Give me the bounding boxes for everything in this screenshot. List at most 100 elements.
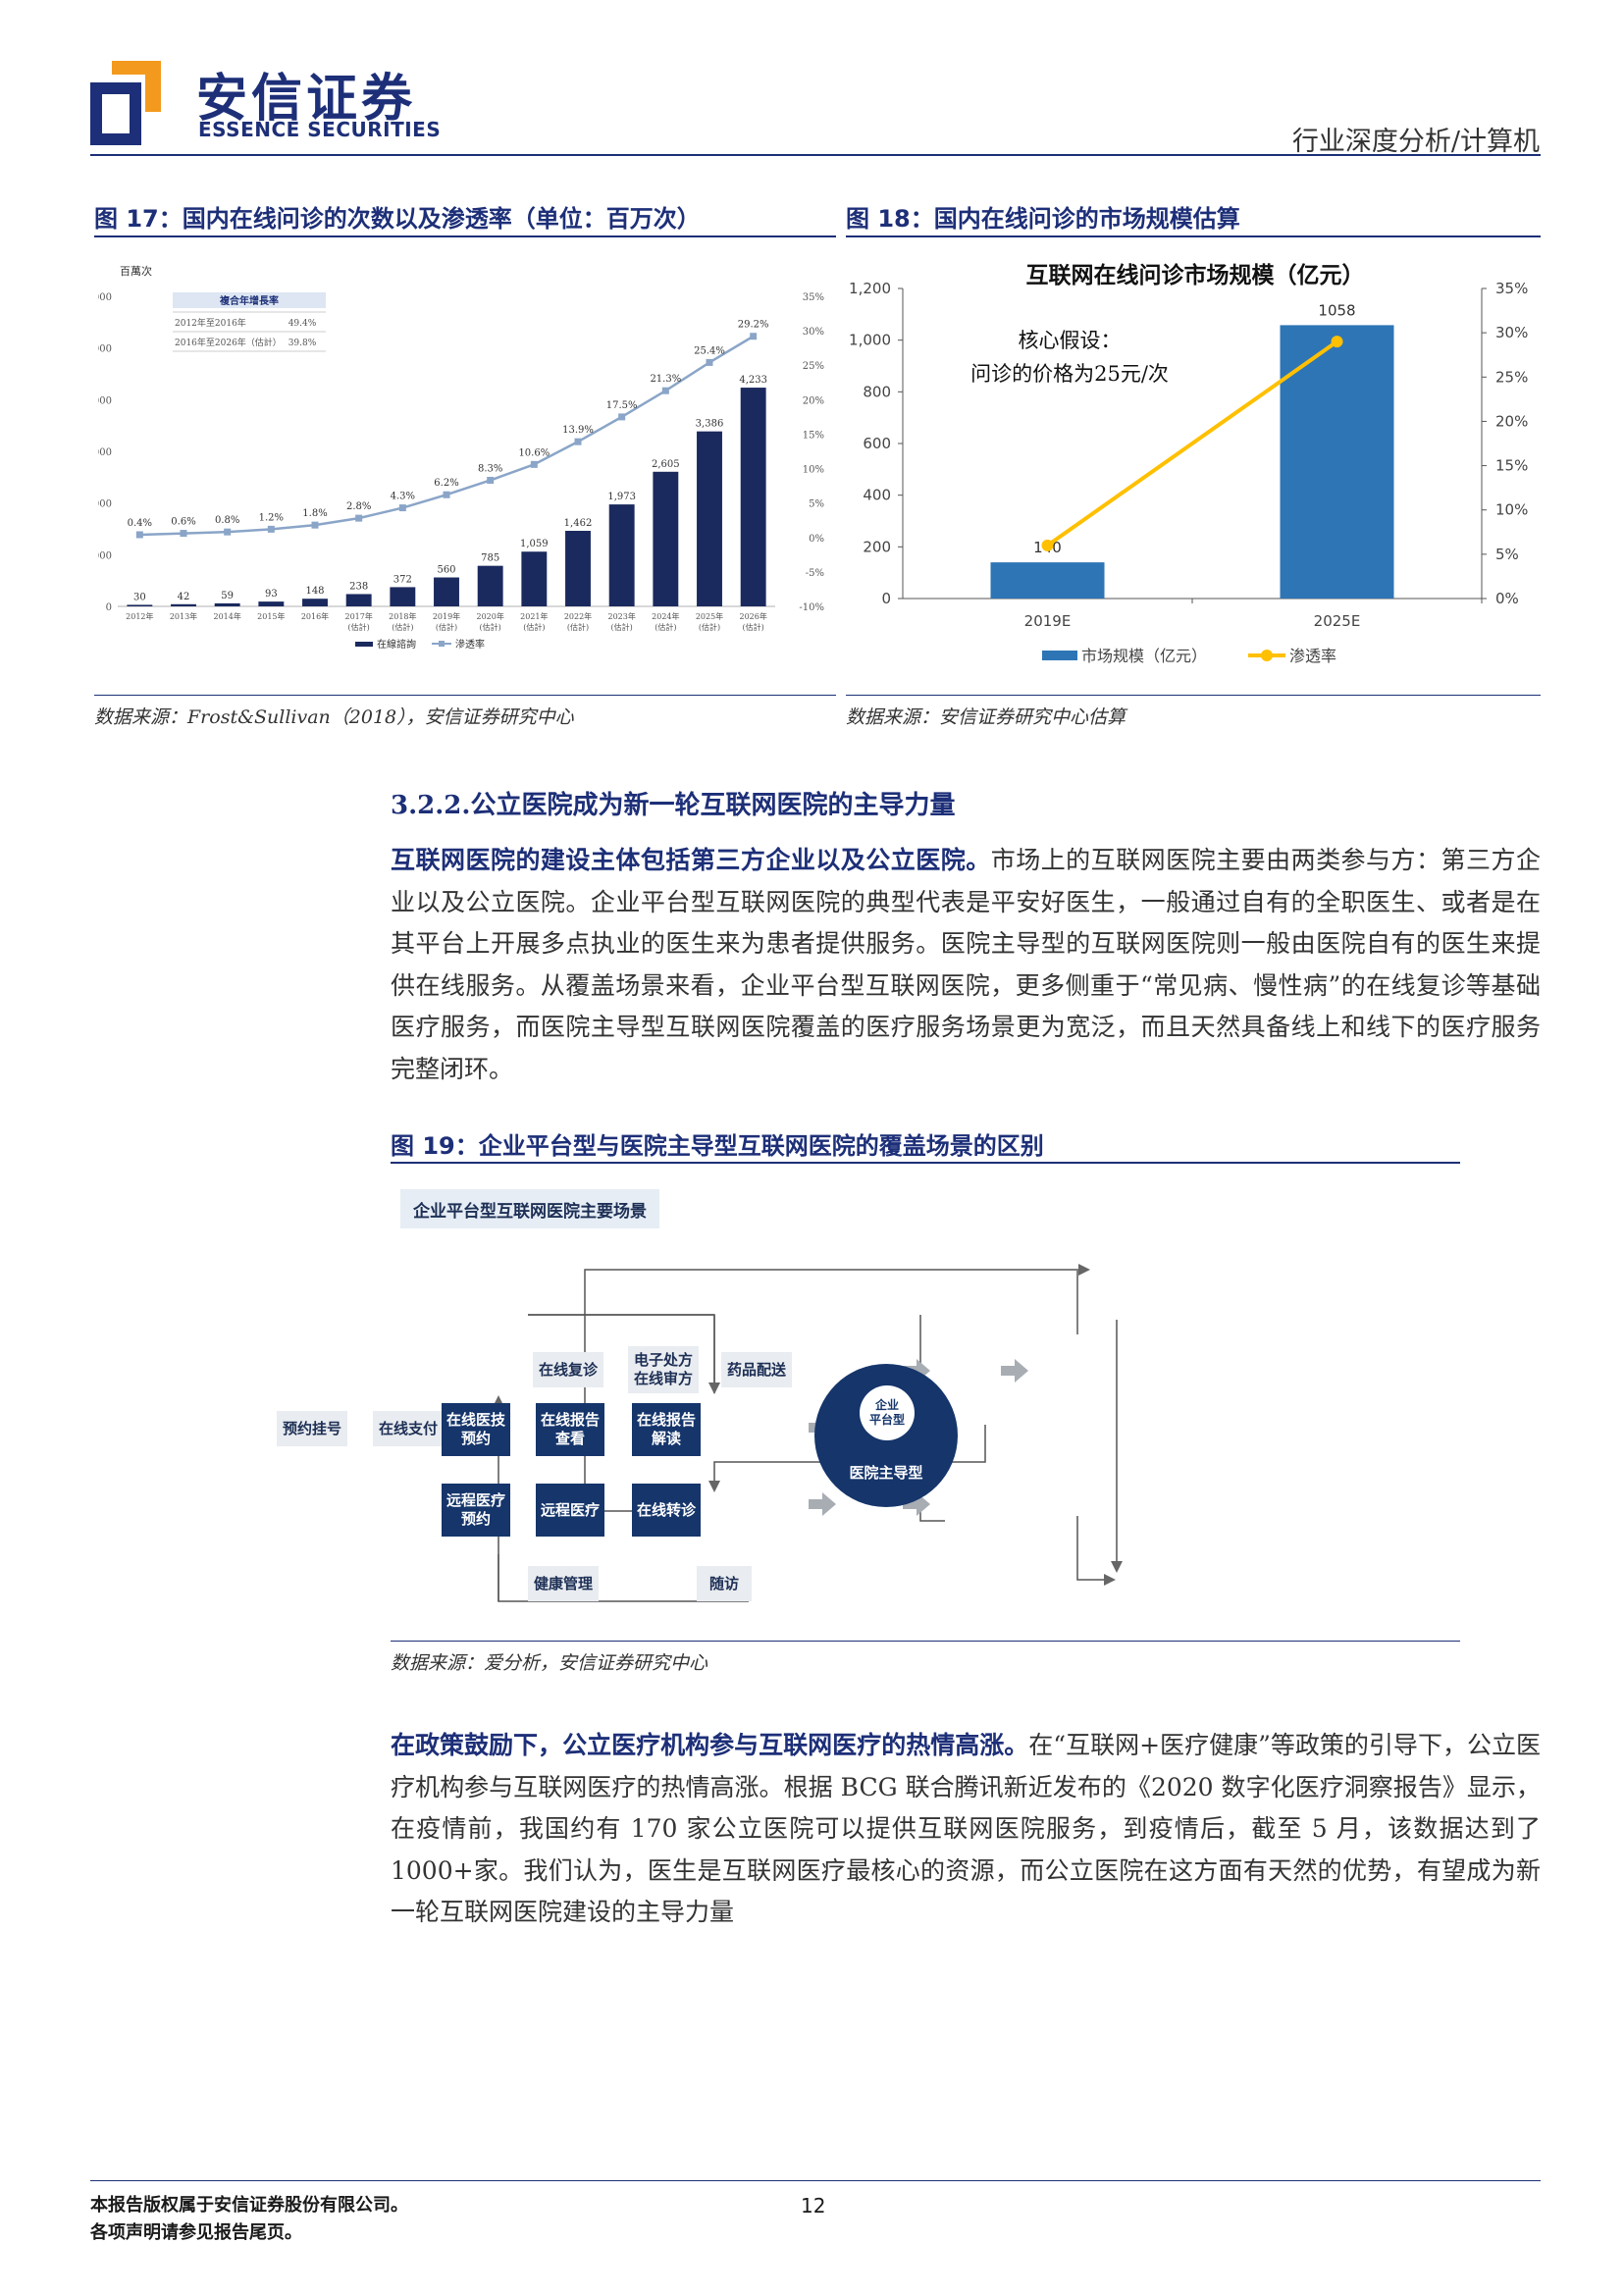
growth-row-period: 2016年至2026年（估計） — [175, 337, 282, 348]
x-tick-label: 2013年 — [170, 611, 197, 621]
bar-label: 1,462 — [564, 518, 593, 529]
x-tick-label: 2014年 — [213, 611, 240, 621]
node-drug: 药品配送 — [721, 1352, 792, 1387]
line-point — [487, 476, 495, 484]
x-tick-label: 2018年 — [389, 611, 416, 621]
y2-tick-label: 10% — [803, 465, 824, 476]
chart18-title: 互联网在线问诊市场规模（亿元） — [1026, 262, 1365, 288]
y-tick-label: 1,200 — [849, 280, 891, 297]
y2-tick-label: 20% — [803, 395, 824, 406]
y2-tick-label: 35% — [803, 292, 824, 303]
bar — [477, 565, 503, 606]
y-tick-label: 2,000 — [98, 499, 112, 510]
y2-tick-label: 15% — [1495, 457, 1528, 475]
paragraph-1-body: 市场上的互联网医院主要由两类参与方：第三方企业以及公立医院。企业平台型互联网医院… — [391, 846, 1541, 1083]
y-tick-label: 5,000 — [98, 344, 112, 355]
x-tick-label: 2016年 — [301, 611, 329, 621]
x-tick-label: 2023年 — [607, 611, 635, 621]
line-label: 0.6% — [171, 517, 195, 528]
figure17-title: 国内在线问诊的次数以及渗透率（单位：百万次） — [182, 204, 701, 233]
node-report-explain: 在线报告 解读 — [632, 1403, 701, 1456]
y-tick-label: 400 — [863, 487, 891, 504]
figure19-title: 企业平台型与医院主导型互联网医院的覆盖场景的区别 — [478, 1131, 1044, 1160]
line-point — [530, 460, 538, 468]
bar — [565, 531, 591, 606]
x-tick-note: (估計) — [392, 622, 413, 632]
y-tick-label: 600 — [863, 435, 891, 452]
brand-name-cn: 安信证券 — [196, 70, 417, 129]
line-label: 2.8% — [346, 501, 371, 512]
x-tick-note: (估計) — [567, 622, 589, 632]
legend-line-label: 滲透率 — [455, 638, 485, 651]
bar-label: 4,233 — [739, 375, 767, 386]
company-logo — [90, 61, 161, 145]
bar-label: 42 — [178, 592, 190, 602]
bar-label: 372 — [393, 574, 412, 585]
bar-label: 59 — [221, 591, 234, 601]
figure18-source: 数据来源：安信证券研究中心估算 — [846, 706, 1126, 728]
y-tick-label: 3,000 — [98, 447, 112, 458]
paragraph-1: 互联网医院的建设主体包括第三方企业以及公立医院。市场上的互联网医院主要由两类参与… — [391, 840, 1541, 1090]
x-tick-label: 2015年 — [257, 611, 285, 621]
line-point — [224, 528, 232, 536]
legend-bar-label: 在線諮詢 — [377, 638, 416, 651]
hospital-led-label: 医院主导型 — [849, 1464, 923, 1482]
figure17-source: 数据来源：Frost&Sullivan（2018），安信证券研究中心 — [94, 706, 574, 728]
bar-label: 2,605 — [652, 459, 680, 470]
bar-label: 93 — [265, 589, 278, 600]
assumption-title: 核心假设： — [1019, 329, 1122, 352]
penetration-line — [1046, 339, 1338, 548]
bar — [740, 388, 766, 606]
x-tick-note: (估計) — [348, 622, 370, 632]
node-visit: 随访 — [697, 1566, 752, 1601]
node-referral: 在线转诊 — [632, 1484, 701, 1537]
section-number: 3.2.2. — [391, 791, 471, 820]
x-tick-label: 2025E — [1314, 612, 1361, 630]
x-tick-label: 2019年 — [433, 611, 460, 621]
node-exam-booking: 在线医技 预约 — [442, 1403, 510, 1456]
y-tick-label: 800 — [863, 383, 891, 400]
line-point — [706, 358, 713, 366]
enterprise-platform-circle: 企业 平台型 — [860, 1385, 915, 1440]
y-tick-label: 1,000 — [98, 550, 112, 561]
node-payment: 在线支付 — [373, 1411, 444, 1446]
line-label: 6.2% — [434, 478, 458, 489]
paragraph-2-lead: 在政策鼓励下，公立医疗机构参与互联网医疗的热情高涨。 — [391, 1731, 1029, 1759]
x-tick-label: 2026年 — [739, 611, 766, 621]
bar-label: 30 — [133, 592, 146, 602]
bar — [1280, 325, 1394, 599]
node-health: 健康管理 — [528, 1566, 599, 1601]
figure18-title: 国内在线问诊的市场规模估算 — [933, 204, 1240, 233]
y2-tick-label: 5% — [809, 499, 824, 510]
assumption-text: 问诊的价格为25元/次 — [970, 362, 1169, 386]
figure18-bottom-rule — [846, 695, 1541, 696]
bar-label: 560 — [437, 565, 455, 576]
x-tick-note: (估計) — [523, 622, 545, 632]
page-number: 12 — [801, 2194, 826, 2218]
y-tick-label: 0 — [106, 602, 112, 613]
line-label: 0.8% — [215, 515, 239, 526]
line-point — [355, 514, 363, 522]
line-point — [443, 491, 450, 498]
figure19-bottom-rule — [391, 1641, 1460, 1642]
line-point — [180, 530, 187, 538]
bar-label: 1,973 — [607, 492, 636, 502]
report-category: 行业深度分析/计算机 — [1291, 127, 1540, 157]
y2-tick-label: 10% — [1495, 501, 1528, 519]
figure18-caption: 图 18：国内在线问诊的市场规模估算 — [846, 204, 1240, 233]
legend-line-marker — [1261, 650, 1273, 661]
y2-tick-label: 30% — [803, 327, 824, 338]
figure17-caption: 图 17：国内在线问诊的次数以及渗透率（单位：百万次） — [94, 204, 701, 233]
y-tick-label: 4,000 — [98, 395, 112, 406]
growth-table-title: 複合年增長率 — [219, 294, 279, 307]
node-remote-booking: 远程医疗 预约 — [442, 1484, 510, 1537]
figure17-bottom-rule — [94, 695, 836, 696]
line-point — [618, 413, 626, 421]
bar — [434, 577, 459, 606]
x-tick-label: 2025年 — [696, 611, 723, 621]
footer-divider — [90, 2180, 1541, 2181]
section-title: 公立医院成为新一轮互联网医院的主导力量 — [470, 791, 956, 820]
chart17-ylabel: 百萬次 — [120, 264, 152, 278]
bar-label: 238 — [349, 581, 368, 592]
bar — [697, 431, 722, 606]
